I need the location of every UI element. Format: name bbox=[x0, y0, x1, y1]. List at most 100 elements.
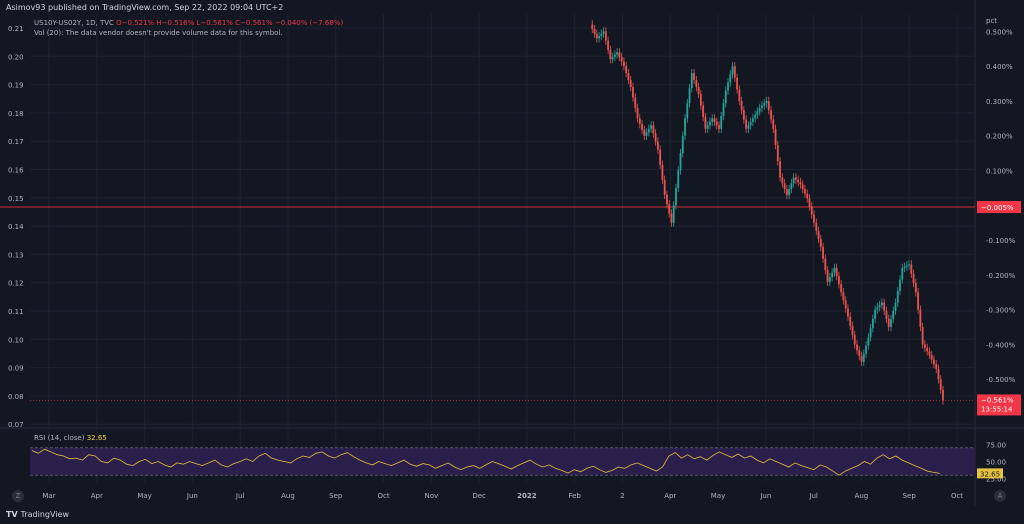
candle-body bbox=[910, 264, 913, 274]
candle-body bbox=[677, 170, 680, 188]
x-tick-label: Apr bbox=[91, 492, 103, 500]
candle-body bbox=[591, 24, 594, 30]
left-tick-label: 0.14 bbox=[8, 223, 24, 231]
candle-body bbox=[625, 66, 628, 74]
candle-body bbox=[618, 52, 621, 57]
right-tick-label: 0.200% bbox=[986, 133, 1013, 141]
x-tick-label: Dec bbox=[472, 492, 486, 500]
candle-body bbox=[921, 327, 924, 345]
candle-body bbox=[914, 282, 917, 293]
left-tick-label: 0.13 bbox=[8, 251, 24, 259]
candle-body bbox=[813, 214, 815, 223]
candle-body bbox=[709, 121, 711, 126]
candle-body bbox=[894, 302, 897, 311]
candle-body bbox=[647, 128, 650, 133]
left-tick-label: 0.10 bbox=[8, 336, 24, 344]
candle-body bbox=[774, 128, 777, 146]
candle-body bbox=[706, 125, 709, 129]
candle-body bbox=[858, 350, 861, 357]
candle-body bbox=[923, 344, 926, 348]
candle-body bbox=[609, 49, 612, 60]
x-tick-label: Jul bbox=[808, 492, 818, 500]
symbol-name[interactable]: US10Y-US02Y, 1D, TVC bbox=[34, 19, 114, 27]
candle-body bbox=[826, 270, 829, 282]
candle-body bbox=[865, 345, 867, 354]
candle-body bbox=[634, 97, 637, 108]
rsi-line[interactable] bbox=[31, 448, 941, 476]
candle-body bbox=[881, 302, 883, 306]
candle-body bbox=[851, 325, 854, 336]
auto-scale-icon[interactable]: A bbox=[994, 490, 1006, 502]
x-tick-label: Sep bbox=[903, 492, 917, 500]
candle-body bbox=[799, 182, 802, 185]
left-tick-label: 0.15 bbox=[8, 195, 24, 203]
candle-body bbox=[602, 31, 605, 34]
candle-body bbox=[887, 318, 890, 328]
candle-body bbox=[824, 258, 827, 271]
candle-body bbox=[763, 103, 766, 106]
candle-body bbox=[727, 82, 729, 91]
candle-body bbox=[801, 184, 804, 190]
candle-body bbox=[890, 318, 892, 328]
left-tick-label: 0.19 bbox=[8, 82, 24, 90]
candle-body bbox=[788, 189, 791, 195]
candle-body bbox=[620, 56, 623, 62]
right-tick-label: -0.500% bbox=[986, 376, 1016, 384]
candle-body bbox=[842, 292, 845, 301]
left-tick-label: 0.08 bbox=[8, 393, 24, 401]
candle-body bbox=[937, 368, 940, 380]
candle-body bbox=[650, 125, 652, 129]
candle-body bbox=[758, 107, 761, 112]
candle-body bbox=[790, 183, 793, 190]
candle-body bbox=[896, 291, 899, 303]
candle-body bbox=[593, 29, 596, 34]
candle-body bbox=[684, 118, 686, 136]
left-tick-label: 0.18 bbox=[8, 110, 24, 118]
candle-body bbox=[604, 31, 607, 41]
x-tick-label: Apr bbox=[664, 492, 676, 500]
candle-body bbox=[838, 276, 840, 285]
right-tick-label: 0.500% bbox=[986, 28, 1013, 36]
candle-body bbox=[656, 141, 659, 150]
candle-body bbox=[767, 100, 770, 111]
candle-body bbox=[905, 265, 908, 267]
candle-body bbox=[688, 88, 691, 104]
candle-body bbox=[867, 337, 870, 346]
rsi-title[interactable]: RSI (14, close) bbox=[34, 434, 85, 442]
candle-body bbox=[749, 121, 752, 126]
candle-body bbox=[745, 119, 748, 129]
x-tick-label: Oct bbox=[377, 492, 389, 500]
candle-body bbox=[616, 52, 619, 55]
candle-body bbox=[627, 73, 630, 81]
left-tick-label: 0.16 bbox=[8, 167, 24, 175]
candle-body bbox=[629, 80, 632, 88]
right-axis-unit: pct bbox=[986, 17, 998, 25]
candle-body bbox=[831, 272, 834, 278]
rsi-value-label: 32.65 bbox=[980, 470, 1000, 478]
right-tick-label: -0.400% bbox=[986, 341, 1016, 349]
countdown-label: 13:55:14 bbox=[981, 405, 1013, 413]
candle-body bbox=[935, 364, 938, 369]
x-tick-label: Oct bbox=[951, 492, 963, 500]
candle-body bbox=[711, 118, 714, 122]
right-tick-label: -0.200% bbox=[986, 272, 1016, 280]
x-tick-label: Jun bbox=[186, 492, 198, 500]
candle-body bbox=[781, 177, 784, 184]
candle-body bbox=[819, 238, 822, 248]
candle-body bbox=[731, 66, 734, 75]
candle-body bbox=[770, 110, 772, 120]
x-tick-label: Aug bbox=[281, 492, 295, 500]
candle-body bbox=[668, 204, 671, 214]
candle-body bbox=[666, 194, 668, 205]
rsi-band bbox=[30, 447, 975, 476]
candle-body bbox=[797, 179, 800, 183]
timezone-icon[interactable]: Z bbox=[12, 490, 24, 502]
candle-body bbox=[833, 267, 836, 273]
candle-body bbox=[795, 177, 797, 180]
rsi-value: 32.65 bbox=[86, 434, 107, 442]
candle-body bbox=[686, 103, 689, 119]
candle-body bbox=[928, 351, 931, 355]
candle-body bbox=[776, 145, 779, 162]
candle-body bbox=[783, 183, 786, 190]
